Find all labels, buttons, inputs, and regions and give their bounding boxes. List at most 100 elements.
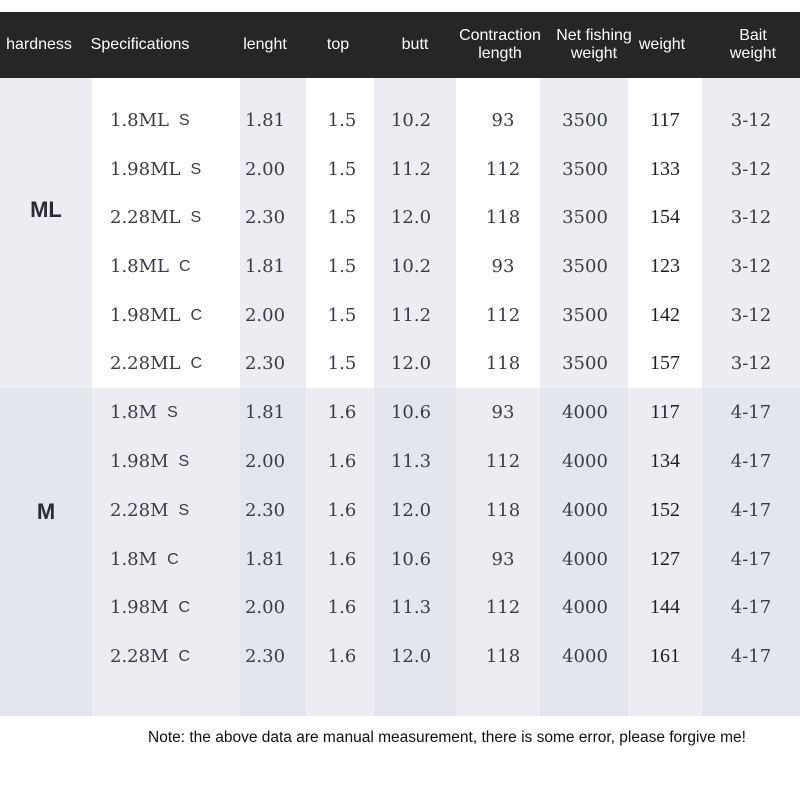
spec-type: S xyxy=(178,452,190,470)
column-band xyxy=(628,78,702,388)
table-row: 1.98M C 2.00 1.6 11.3 112 4000 144 4-17 xyxy=(0,583,800,632)
cell-net: 4000 xyxy=(562,500,608,521)
cell-weight: 127 xyxy=(650,548,680,570)
spec-model: 1.98ML xyxy=(110,159,181,180)
cell-butt: 12.0 xyxy=(390,353,432,374)
cell-bait: 3-12 xyxy=(730,305,772,326)
cell-butt: 11.2 xyxy=(390,305,432,326)
spec-model: 2.28M xyxy=(110,646,169,667)
cell-contraction: 93 xyxy=(491,549,515,570)
header-bait-weight: Bait weight xyxy=(729,27,777,62)
cell-butt: 11.3 xyxy=(390,597,432,618)
cell-top: 1.5 xyxy=(327,110,357,131)
header-contraction-length: Contraction length xyxy=(459,27,541,62)
spec-type: C xyxy=(178,598,191,616)
cell-net: 3500 xyxy=(562,353,608,374)
cell-weight: 144 xyxy=(650,596,680,618)
cell-net: 4000 xyxy=(562,646,608,667)
cell-weight: 161 xyxy=(650,645,680,667)
cell-butt: 11.3 xyxy=(390,451,432,472)
cell-spec: 1.8ML C xyxy=(110,242,240,291)
spec-type: C xyxy=(178,647,191,665)
cell-length: 2.30 xyxy=(244,646,286,667)
cell-length: 1.81 xyxy=(244,402,286,423)
cell-net: 3500 xyxy=(562,305,608,326)
group-m: M xyxy=(0,388,800,716)
cell-bait: 3-12 xyxy=(730,256,772,277)
cell-spec: 1.98ML C xyxy=(110,291,240,340)
cell-length: 1.81 xyxy=(244,110,286,131)
table-row: 2.28M C 2.30 1.6 12.0 118 4000 161 4-17 xyxy=(0,632,800,681)
cell-length: 2.00 xyxy=(244,451,286,472)
header-specifications: Specifications xyxy=(90,36,190,53)
table-row: 1.8ML S 1.81 1.5 10.2 93 3500 117 3-12 xyxy=(0,96,800,145)
cell-bait: 3-12 xyxy=(730,207,772,228)
cell-butt: 10.2 xyxy=(390,110,432,131)
cell-top: 1.6 xyxy=(327,500,357,521)
spec-type: S xyxy=(190,160,202,178)
spec-model: 1.8M xyxy=(110,402,158,423)
cell-top: 1.5 xyxy=(327,305,357,326)
cell-butt: 12.0 xyxy=(390,207,432,228)
cell-contraction: 112 xyxy=(485,597,521,618)
cell-bait: 4-17 xyxy=(730,597,772,618)
column-band xyxy=(306,78,374,388)
cell-contraction: 118 xyxy=(485,646,521,667)
cell-spec: 2.28M C xyxy=(110,632,240,681)
table-row: 1.8ML C 1.81 1.5 10.2 93 3500 123 3-12 xyxy=(0,242,800,291)
cell-spec: 2.28ML C xyxy=(110,339,240,388)
cell-length: 1.81 xyxy=(244,256,286,277)
cell-weight: 123 xyxy=(650,255,680,277)
header-butt: butt xyxy=(401,36,429,53)
cell-top: 1.6 xyxy=(327,597,357,618)
spec-model: 1.8M xyxy=(110,549,158,570)
cell-bait: 4-17 xyxy=(730,500,772,521)
column-band xyxy=(92,388,240,716)
column-band xyxy=(456,78,540,388)
cell-contraction: 112 xyxy=(485,305,521,326)
spec-model: 2.28M xyxy=(110,500,169,521)
cell-net: 3500 xyxy=(562,159,608,180)
cell-length: 2.00 xyxy=(244,597,286,618)
cell-length: 1.81 xyxy=(244,549,286,570)
cell-spec: 1.8ML S xyxy=(110,96,240,145)
top-strip xyxy=(0,0,800,12)
table-header: hardness Specifications lenght top butt … xyxy=(0,12,800,78)
table-row: 1.8M C 1.81 1.6 10.6 93 4000 127 4-17 xyxy=(0,535,800,584)
cell-net: 3500 xyxy=(562,110,608,131)
cell-length: 2.30 xyxy=(244,207,286,228)
group-ml: ML xyxy=(0,78,800,388)
spec-model: 1.98ML xyxy=(110,305,181,326)
spec-type: S xyxy=(167,403,178,421)
cell-contraction: 93 xyxy=(491,402,515,423)
cell-weight: 142 xyxy=(650,304,680,326)
table-row: 2.28M S 2.30 1.6 12.0 118 4000 152 4-17 xyxy=(0,486,800,535)
cell-spec: 1.8M C xyxy=(110,535,240,584)
cell-net: 4000 xyxy=(562,402,608,423)
cell-net: 4000 xyxy=(562,597,608,618)
spec-type: S xyxy=(179,111,190,129)
spec-model: 1.8ML xyxy=(110,110,170,131)
cell-net: 3500 xyxy=(562,256,608,277)
cell-contraction: 112 xyxy=(485,451,521,472)
cell-top: 1.5 xyxy=(327,159,357,180)
table-row: 2.28ML C 2.30 1.5 12.0 118 3500 157 3-12 xyxy=(0,339,800,388)
cell-contraction: 118 xyxy=(485,353,521,374)
cell-butt: 12.0 xyxy=(390,646,432,667)
cell-weight: 134 xyxy=(650,450,680,472)
cell-contraction: 118 xyxy=(485,207,521,228)
column-band xyxy=(92,78,240,388)
hardness-label-ml: ML xyxy=(30,197,62,222)
spec-model: 2.28ML xyxy=(110,353,181,374)
cell-weight: 154 xyxy=(650,206,680,228)
cell-top: 1.6 xyxy=(327,451,357,472)
spec-model: 1.8ML xyxy=(110,256,170,277)
cell-top: 1.6 xyxy=(327,646,357,667)
spec-type: C xyxy=(167,550,179,568)
cell-spec: 2.28M S xyxy=(110,486,240,535)
column-band xyxy=(628,388,702,716)
cell-contraction: 93 xyxy=(491,256,515,277)
table-row: 1.98M S 2.00 1.6 11.3 112 4000 134 4-17 xyxy=(0,437,800,486)
cell-weight: 117 xyxy=(650,109,680,131)
hardness-label-m: M xyxy=(36,499,56,524)
